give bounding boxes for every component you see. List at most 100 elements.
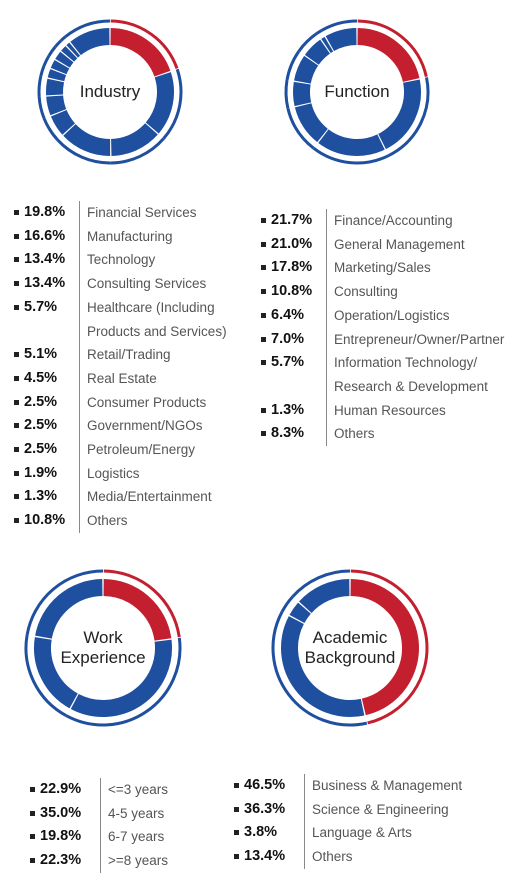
- legend-label: Marketing/Sales: [326, 256, 513, 281]
- donut-segment: [318, 129, 385, 156]
- value-label: 8.3%: [271, 425, 305, 442]
- donut-segment: [281, 616, 365, 717]
- donut-segment: [321, 36, 334, 54]
- legend-row: 10.8% Consulting: [261, 280, 513, 304]
- legend-row: 13.4% Others: [234, 845, 492, 869]
- legend-label: Operation/Logistics: [326, 303, 513, 328]
- legend-label: Financial Services: [79, 201, 252, 225]
- legend-bullet: [30, 858, 35, 864]
- chart-title: Work Experience: [60, 628, 146, 667]
- outer-ring-segment: [110, 19, 179, 70]
- legend-label: 6-7 years: [100, 825, 228, 850]
- legend-bullet: [14, 210, 19, 215]
- donut-segment: [70, 639, 172, 717]
- value-label: 6.4%: [271, 306, 305, 323]
- legend-bullet: [234, 854, 239, 860]
- value-label: 5.7%: [271, 354, 305, 371]
- legend: 19.8% Financial Services 16.6% Manufacturin…: [14, 201, 252, 533]
- legend-bullet: [261, 336, 266, 342]
- value-label: 36.3%: [244, 800, 286, 817]
- value-label: 22.3%: [40, 852, 82, 869]
- legend-row: 8.3% Others: [261, 422, 513, 447]
- value-label: 35.0%: [40, 804, 82, 821]
- donut-segment: [70, 28, 110, 56]
- outer-ring-segment: [291, 569, 351, 598]
- value-label: 22.9%: [40, 781, 82, 797]
- legend-bullet: [261, 218, 266, 223]
- outer-ring-segment: [284, 79, 290, 109]
- legend-bullet: [14, 399, 19, 405]
- legend-row: 13.4% Technology: [14, 248, 252, 273]
- legend-bullet: [30, 834, 35, 840]
- value-label: 19.8%: [40, 828, 82, 845]
- legend-bullet: [14, 233, 19, 239]
- legend: 22.9% <=3 years 35.0% 4-5 years 19.8% 6-7 yea…: [30, 778, 228, 873]
- legend-bullet: [14, 304, 19, 310]
- legend-label: Others: [304, 845, 492, 869]
- outer-ring-segment: [350, 569, 429, 725]
- legend-row: 1.3% Human Resources: [261, 398, 513, 423]
- legend-label: Others: [79, 509, 252, 533]
- legend-bullet: [14, 281, 19, 287]
- value-label: 3.8%: [244, 824, 278, 841]
- value-label: 10.8%: [271, 283, 313, 300]
- outer-ring-segment: [37, 96, 46, 120]
- donut-segment: [294, 102, 329, 143]
- legend-label: Logistics: [79, 461, 252, 486]
- legend-row: 1.9% Logistics: [14, 461, 252, 486]
- legend-label: Technology: [79, 248, 252, 273]
- legend-label: Consulting Services: [79, 272, 252, 296]
- value-label: 13.4%: [244, 848, 286, 865]
- legend-label: Consulting: [326, 280, 513, 304]
- legend-bullet: [14, 494, 19, 500]
- outer-ring-segment: [56, 138, 111, 165]
- donut-segment: [66, 42, 81, 58]
- outer-ring-segment: [65, 637, 182, 727]
- legend-row: 2.5% Petroleum/Energy: [14, 438, 252, 462]
- value-label: 16.6%: [24, 227, 66, 244]
- chart-title: Academic Background: [304, 628, 396, 667]
- legend-bullet: [261, 265, 266, 271]
- donut-segment: [110, 122, 158, 156]
- donut-segment: [35, 579, 103, 640]
- donut-segment: [299, 579, 350, 614]
- legend-bullet: [14, 423, 19, 429]
- donut-segment: [61, 46, 78, 62]
- legend-label: Business & Management: [304, 774, 492, 798]
- legend-row: 10.8% Others: [14, 509, 252, 533]
- legend-row: 17.8% Marketing/Sales: [261, 256, 513, 281]
- legend-bullet: [261, 360, 266, 366]
- legend-label: Petroleum/Energy: [79, 438, 252, 462]
- legend-label: Entrepreneur/Owner/Partner: [326, 327, 513, 352]
- legend: 46.5% Business & Management 36.3% Science &…: [234, 774, 492, 869]
- legend-label: Consumer Products: [79, 390, 252, 415]
- outer-ring-segment: [280, 595, 294, 613]
- outer-ring-segment: [37, 76, 43, 97]
- outer-ring-segment: [42, 55, 51, 67]
- legend-row: 22.3% >=8 years: [30, 849, 228, 873]
- legend-label: Media/Entertainment: [79, 485, 252, 510]
- donut-segment: [50, 109, 76, 135]
- legend-row: 22.9% <=3 years: [30, 778, 228, 802]
- donut-segment: [34, 637, 79, 709]
- value-label: 10.8%: [24, 512, 66, 529]
- outer-ring-segment: [64, 19, 111, 38]
- outer-ring-segment: [271, 611, 368, 727]
- outer-ring-segment: [54, 39, 63, 48]
- value-label: 21.7%: [271, 212, 313, 228]
- outer-ring-segment: [39, 65, 46, 77]
- outer-ring-segment: [24, 634, 68, 718]
- legend-bullet: [14, 375, 19, 381]
- legend-label: Human Resources: [326, 398, 513, 423]
- outer-ring-segment: [357, 19, 428, 77]
- outer-ring-segment: [312, 146, 390, 165]
- value-label: 2.5%: [24, 441, 58, 458]
- value-label: 46.5%: [244, 777, 286, 793]
- legend-label: Manufacturing: [79, 224, 252, 249]
- legend-bullet: [30, 787, 35, 792]
- legend-row: 35.0% 4-5 years: [30, 801, 228, 826]
- legend: 21.7% Finance/Accounting 21.0% General Mana…: [261, 209, 513, 447]
- legend-bullet: [234, 830, 239, 836]
- legend-row: 6.4% Operation/Logistics: [261, 303, 513, 328]
- chart-title: Industry: [79, 82, 141, 101]
